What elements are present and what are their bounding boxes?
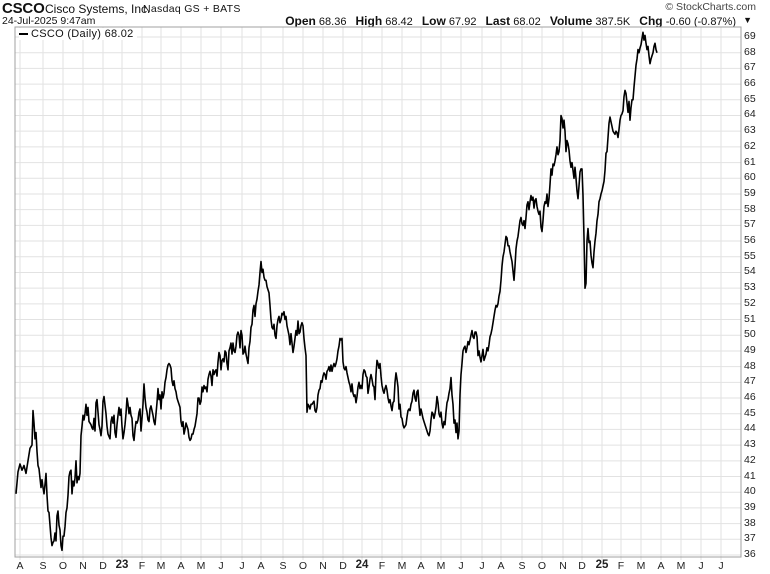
stockcharts-copyright-link[interactable]: © StockCharts.com [665, 1, 756, 13]
high-value: 68.42 [385, 16, 413, 28]
y-tick-label: 45 [744, 406, 756, 419]
y-tick-label: 36 [744, 548, 756, 560]
exchange-label: Nasdaq GS + BATS [143, 3, 241, 15]
x-tick-label: O [298, 560, 308, 572]
x-tick-label: N [79, 560, 87, 572]
chart-header: CSCO Cisco Systems, Inc. Nasdaq GS + BAT… [0, 0, 770, 28]
low-value: 67.92 [448, 16, 477, 28]
x-tick-label: M [436, 560, 446, 572]
x-tick-label: 24 [355, 559, 369, 571]
y-tick-label: 50 [744, 328, 756, 341]
volume-value: 387.5K [595, 16, 631, 28]
open-value: 68.36 [318, 16, 347, 28]
y-tick-label: 49 [744, 343, 756, 356]
x-tick-label: F [617, 560, 625, 572]
x-tick-label: J [218, 560, 224, 572]
y-tick-label: 67 [744, 61, 756, 74]
y-tick-label: 56 [744, 234, 756, 247]
chart-legend: CSCO (Daily) 68.02 [19, 28, 137, 40]
x-tick-label: D [99, 560, 107, 572]
x-tick-label: S [279, 560, 287, 572]
x-tick-label: S [39, 560, 47, 572]
y-tick-label: 65 [744, 92, 756, 105]
chevron-down-icon[interactable]: ▼ [743, 15, 752, 25]
x-tick-label: A [497, 560, 505, 572]
quote-summary: Open 68.36 High 68.42 Low 67.92 Last 68.… [285, 14, 742, 28]
x-tick-label: 23 [115, 559, 129, 571]
y-tick-label: 54 [744, 265, 756, 278]
legend-swatch [19, 33, 28, 36]
volume-label: Volume [549, 14, 593, 28]
x-tick-label: 25 [595, 559, 609, 571]
legend-label: CSCO (Daily) 68.02 [31, 28, 134, 40]
ticker-symbol: CSCO [2, 0, 45, 17]
x-tick-label: M [156, 560, 166, 572]
x-tick-label: D [578, 560, 586, 572]
y-tick-label: 68 [744, 45, 756, 58]
x-tick-label: A [417, 560, 425, 572]
chg-value: -0.60 (-0.87%) [665, 16, 736, 28]
x-tick-label: D [339, 560, 347, 572]
x-tick-label: A [16, 560, 24, 572]
low-label: Low [421, 14, 446, 28]
y-tick-label: 62 [744, 139, 756, 152]
x-tick-label: M [196, 560, 206, 572]
x-tick-label: A [177, 560, 185, 572]
y-tick-label: 63 [744, 124, 756, 137]
x-tick-label: F [378, 560, 386, 572]
y-tick-label: 58 [744, 202, 756, 215]
y-tick-label: 57 [744, 218, 756, 231]
x-tick-label: J [458, 560, 464, 572]
company-name: Cisco Systems, Inc. [45, 2, 151, 16]
y-tick-label: 64 [744, 108, 756, 121]
y-tick-label: 52 [744, 296, 756, 309]
y-tick-label: 66 [744, 77, 756, 90]
x-tick-label: A [257, 560, 265, 572]
quote-datetime: 24-Jul-2025 9:47am [2, 15, 96, 27]
plot-area-border [14, 26, 742, 558]
y-tick-label: 38 [744, 516, 756, 529]
chg-label: Chg [639, 14, 663, 28]
y-tick-label: 53 [744, 281, 756, 294]
y-tick-label: 40 [744, 485, 756, 498]
x-tick-label: N [319, 560, 327, 572]
y-tick-label: 41 [744, 469, 756, 482]
y-tick-label: 55 [744, 249, 756, 262]
y-tick-label: 44 [744, 422, 756, 435]
last-value: 68.02 [513, 16, 541, 28]
y-tick-label: 43 [744, 438, 756, 451]
x-tick-label: O [58, 560, 68, 572]
x-tick-label: J [239, 560, 245, 572]
chart-grid [15, 27, 741, 560]
x-tick-label: M [397, 560, 407, 572]
y-tick-label: 61 [744, 155, 756, 168]
x-tick-label: A [657, 560, 665, 572]
y-tick-label: 42 [744, 453, 756, 466]
high-label: High [355, 14, 383, 28]
x-tick-label: S [518, 560, 526, 572]
y-tick-label: 69 [744, 30, 756, 42]
y-tick-label: 37 [744, 532, 756, 545]
x-tick-label: M [676, 560, 686, 572]
x-tick-label: J [718, 560, 724, 572]
y-tick-label: 47 [744, 375, 756, 388]
x-tick-label: O [537, 560, 547, 572]
y-tick-label: 46 [744, 391, 756, 404]
y-tick-label: 48 [744, 359, 756, 372]
y-tick-label: 51 [744, 312, 756, 325]
price-line [15, 31, 658, 552]
y-tick-label: 39 [744, 500, 756, 513]
x-tick-label: M [636, 560, 646, 572]
x-tick-label: J [698, 560, 704, 572]
x-tick-label: N [559, 560, 567, 572]
last-label: Last [485, 14, 511, 28]
x-tick-label: J [479, 560, 485, 572]
y-tick-label: 59 [744, 186, 756, 199]
x-tick-label: F [138, 560, 146, 572]
open-label: Open [285, 14, 316, 28]
y-tick-label: 60 [744, 171, 756, 184]
